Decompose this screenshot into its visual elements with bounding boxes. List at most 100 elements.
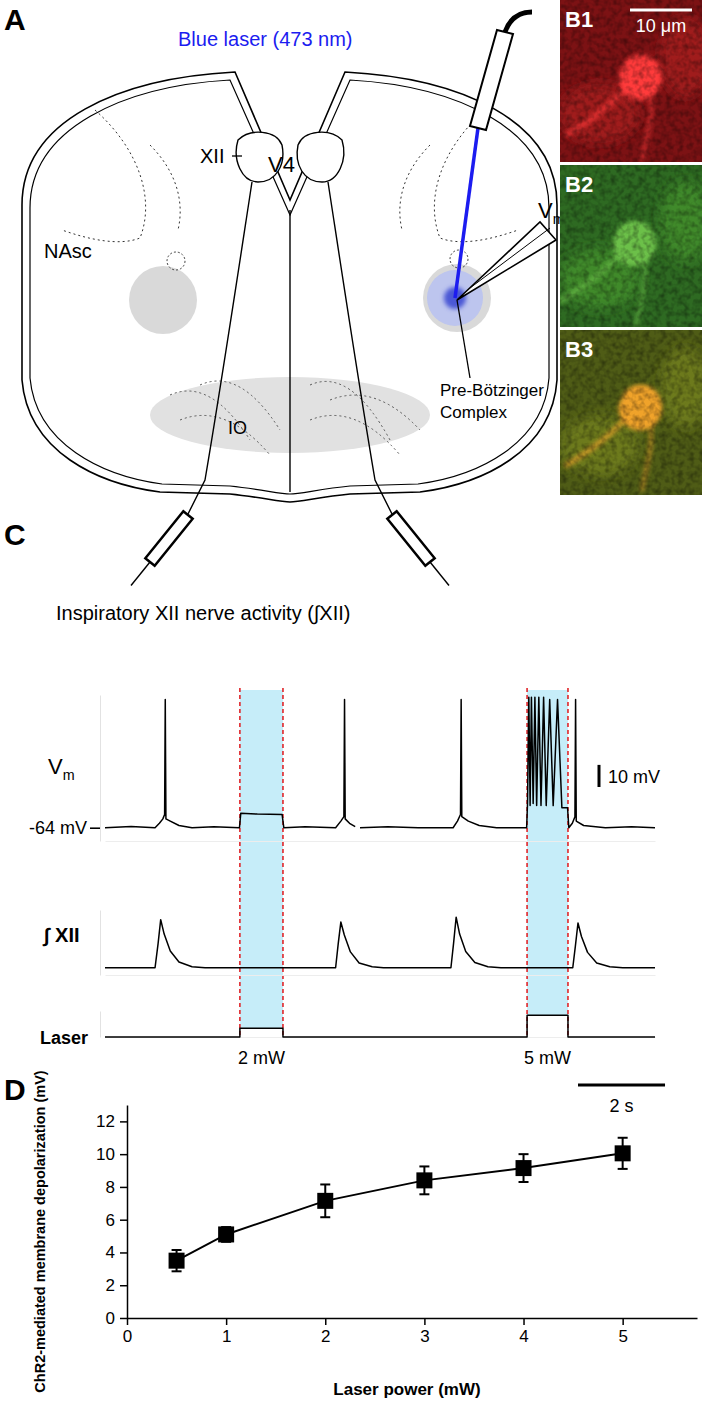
suction-electrode — [131, 511, 193, 585]
scale-bar-label: 2 s — [610, 1096, 634, 1116]
panel-label: A — [4, 3, 26, 36]
marker — [516, 1160, 532, 1176]
axis — [100, 1012, 101, 1038]
prebotc-leader — [457, 300, 470, 378]
laser-power-label: 5 mW — [524, 1048, 571, 1068]
io-contour — [310, 415, 400, 455]
axis: 0 1 2 3 4 5 — [123, 1318, 698, 1346]
x-axis-title: Laser power (mW) — [333, 1380, 480, 1399]
trace — [105, 697, 655, 828]
tick-label: 0 — [123, 1327, 132, 1346]
axis: -64 mV — [29, 696, 101, 842]
laser-edge — [282, 688, 284, 1037]
xii-label: XII — [200, 145, 224, 167]
tick-mark — [120, 1219, 127, 1221]
tick: -64 mV — [29, 818, 100, 838]
tick-label: 4 — [106, 1243, 115, 1262]
pipette — [457, 222, 556, 300]
tick-label: 8 — [106, 1178, 115, 1197]
tick: 4 — [106, 1243, 127, 1262]
slice-outline-inner — [30, 80, 549, 494]
na-region — [129, 266, 197, 334]
error-bar-cap — [519, 1153, 529, 1155]
trace-marks — [105, 917, 655, 968]
suction-electrode — [387, 511, 449, 585]
slice-outline — [22, 72, 557, 502]
panel-label: B3 — [565, 337, 593, 362]
trace-marks — [105, 697, 655, 828]
xii-leader — [232, 155, 242, 156]
laser-period — [240, 690, 283, 1028]
scale-bar — [598, 765, 601, 787]
axis-line — [100, 696, 101, 842]
nerve-label: Inspiratory XII nerve activity (∫XII) — [56, 602, 350, 625]
axis-line — [128, 1318, 698, 1320]
axis-line — [106, 975, 656, 976]
tick: 2 — [106, 1276, 127, 1295]
label-subscript: m — [63, 767, 75, 783]
tick: 0 — [106, 1309, 127, 1328]
tick-label: 3 — [420, 1327, 429, 1346]
io-contour — [330, 395, 420, 430]
tick-mark — [120, 1121, 127, 1123]
tick: 4 — [519, 1318, 528, 1346]
image-noise — [560, 330, 702, 495]
error-bar-cap — [172, 1270, 182, 1272]
tick-label: 10 — [96, 1145, 115, 1164]
panel-b: B1B2B310 μm — [559, 0, 702, 495]
panel-label: C — [4, 518, 26, 551]
panel-d: D012345024681012Laser power (mW)ChR2-med… — [4, 1070, 698, 1399]
tick-label: 4 — [519, 1327, 528, 1346]
error-bar-cap — [618, 1168, 628, 1170]
laser-edge — [567, 688, 569, 1037]
pipette-wire — [470, 228, 550, 288]
tick-label: 6 — [106, 1211, 115, 1230]
tract — [150, 145, 180, 230]
v4-label: V4 — [268, 152, 295, 177]
tick-label: 2 — [321, 1327, 330, 1346]
trace-label: Laser — [40, 1028, 88, 1048]
tick: 1 — [222, 1318, 231, 1346]
nasc-region — [167, 252, 185, 270]
laser-label: Blue laser (473 nm) — [178, 28, 353, 50]
label-main: V — [538, 198, 553, 223]
tick-mark — [120, 1318, 127, 1320]
marker — [317, 1193, 333, 1209]
tick: 5 — [618, 1318, 627, 1346]
tick: 0 — [123, 1318, 132, 1346]
xii-nerve — [185, 182, 252, 520]
tick-label: -64 mV — [29, 818, 87, 838]
io-contour — [310, 381, 390, 440]
tick-mark — [325, 1318, 327, 1325]
tick-mark — [523, 1318, 525, 1325]
micrograph — [560, 0, 702, 162]
laser-beam — [455, 128, 478, 298]
plot-marks — [169, 1138, 631, 1272]
trace — [105, 1015, 655, 1037]
electrode-wire — [131, 562, 150, 586]
trace — [105, 917, 655, 968]
axis — [106, 841, 656, 842]
image-background — [560, 330, 702, 495]
data-line — [177, 1153, 623, 1260]
y-axis-title: ChR2-mediated membrane depolarization (m… — [32, 1070, 48, 1392]
panel-c: C-64 mVVm∫ XIILaser2 mW5 mW10 mV2 s — [4, 518, 665, 1116]
axis — [100, 911, 101, 976]
error-bar-cap — [618, 1137, 628, 1139]
micrograph — [560, 165, 702, 327]
prebotc-label: Pre-Bötzinger — [440, 381, 544, 400]
tick-mark — [424, 1318, 426, 1325]
tick-mark — [226, 1318, 228, 1325]
nasc-label: NAsc — [44, 240, 92, 262]
image-scale-bar — [630, 9, 692, 12]
error-bar-cap — [419, 1193, 429, 1195]
micrograph — [560, 330, 702, 495]
axis-line — [127, 1106, 129, 1319]
error-bar-cap — [320, 1183, 330, 1185]
xii-nerve — [328, 182, 395, 520]
panel-label: B2 — [565, 172, 593, 197]
panel-a: ABlue laser (473 nm)V4XIINAscIOPre-Bötzi… — [4, 3, 565, 625]
axis — [106, 975, 656, 976]
electrode-body — [387, 511, 434, 566]
tick: 12 — [96, 1112, 127, 1131]
